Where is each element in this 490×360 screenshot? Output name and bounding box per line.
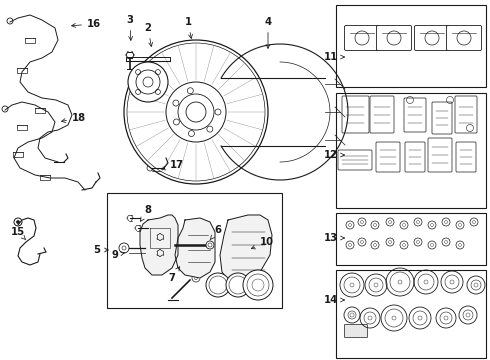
Circle shape (243, 270, 273, 300)
Circle shape (206, 273, 230, 297)
Text: 14: 14 (324, 295, 344, 305)
FancyBboxPatch shape (455, 96, 477, 133)
Text: 6: 6 (210, 225, 221, 240)
FancyBboxPatch shape (428, 138, 452, 172)
Polygon shape (175, 218, 215, 278)
FancyBboxPatch shape (370, 96, 394, 133)
Circle shape (128, 62, 168, 102)
Bar (107, 193, 282, 308)
Bar (336, 5, 486, 87)
FancyBboxPatch shape (376, 26, 412, 50)
FancyBboxPatch shape (338, 150, 372, 170)
Bar (336, 93, 486, 208)
Polygon shape (220, 215, 272, 282)
Text: 3: 3 (126, 15, 133, 40)
FancyBboxPatch shape (405, 142, 425, 172)
Bar (336, 213, 486, 265)
Text: 9: 9 (111, 250, 124, 260)
Text: 1: 1 (184, 17, 193, 39)
Circle shape (17, 220, 20, 224)
Circle shape (226, 273, 250, 297)
FancyBboxPatch shape (446, 26, 482, 50)
Text: 5: 5 (93, 245, 108, 255)
Text: 7: 7 (169, 267, 179, 283)
Circle shape (124, 40, 268, 184)
FancyBboxPatch shape (456, 142, 476, 172)
Text: 17: 17 (162, 160, 184, 170)
FancyBboxPatch shape (415, 26, 449, 50)
Text: 11: 11 (324, 52, 344, 62)
Text: 16: 16 (72, 19, 101, 29)
Text: 2: 2 (145, 23, 152, 46)
FancyBboxPatch shape (404, 98, 426, 132)
Polygon shape (140, 215, 178, 275)
Text: 8: 8 (141, 205, 151, 221)
FancyBboxPatch shape (344, 26, 379, 50)
Text: 12: 12 (324, 150, 344, 160)
Bar (336, 270, 486, 358)
FancyBboxPatch shape (376, 142, 400, 172)
FancyBboxPatch shape (432, 102, 452, 134)
Text: 15: 15 (11, 227, 26, 240)
Text: 13: 13 (324, 233, 344, 243)
Circle shape (166, 82, 226, 142)
FancyBboxPatch shape (344, 324, 368, 338)
Circle shape (206, 241, 214, 249)
FancyBboxPatch shape (342, 96, 369, 133)
Text: 10: 10 (251, 237, 274, 249)
Text: 18: 18 (62, 113, 86, 123)
Text: 4: 4 (265, 17, 271, 48)
